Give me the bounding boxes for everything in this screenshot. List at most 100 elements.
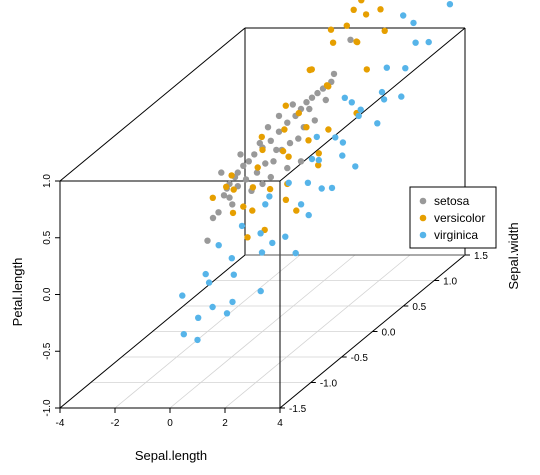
data-point-setosa xyxy=(215,209,222,216)
data-point-virginica xyxy=(339,152,346,159)
data-point-setosa xyxy=(330,70,338,78)
data-point-setosa xyxy=(242,176,250,183)
data-point-versicolor xyxy=(308,66,315,73)
data-point-virginica xyxy=(230,271,237,278)
data-point-versicolor xyxy=(209,194,216,201)
data-point-versicolor xyxy=(285,153,292,160)
data-point-versicolor xyxy=(325,126,332,133)
data-point-versicolor xyxy=(229,209,237,217)
data-point-versicolor xyxy=(343,22,350,29)
data-point-setosa xyxy=(286,139,294,147)
data-point-setosa xyxy=(297,158,305,165)
data-point-virginica xyxy=(308,155,316,163)
z-tick-label: -1.0 xyxy=(42,399,53,417)
data-point-virginica xyxy=(355,112,362,120)
data-point-versicolor xyxy=(249,207,256,214)
data-point-virginica xyxy=(304,179,312,186)
z-tick-label: 0.5 xyxy=(42,230,53,244)
axis-ticks: -4 -2 0 2 4 -1.0 -0.5 0.0 0.5 1.0 -1.5 -1.0 -0.5 0.0 0… xyxy=(42,174,488,429)
data-point-virginica xyxy=(380,96,388,103)
data-point-virginica xyxy=(425,38,432,46)
data-point-virginica xyxy=(315,156,322,164)
data-point-virginica xyxy=(179,292,186,299)
z-axis-label: Petal.length xyxy=(10,258,25,327)
data-point-virginica xyxy=(297,201,305,208)
data-point-virginica xyxy=(352,163,359,170)
data-point-setosa xyxy=(303,99,310,106)
data-point-virginica xyxy=(328,184,336,192)
data-point-setosa xyxy=(262,160,269,167)
data-point-setosa xyxy=(267,137,274,144)
data-point-versicolor xyxy=(258,133,265,141)
z-tick-label: 0.0 xyxy=(42,287,53,301)
data-point-versicolor xyxy=(249,184,257,191)
data-point-setosa xyxy=(245,158,252,165)
data-point-setosa xyxy=(314,89,321,97)
box-edge xyxy=(279,27,466,182)
data-point-virginica xyxy=(194,336,201,344)
z-tick-label: 1.0 xyxy=(42,174,53,188)
data-point-versicolor xyxy=(377,6,384,13)
data-point-versicolor xyxy=(381,27,388,34)
data-point-setosa xyxy=(322,96,329,104)
data-point-virginica xyxy=(410,19,417,27)
data-point-virginica xyxy=(238,222,246,230)
data-point-versicolor xyxy=(281,126,288,133)
data-point-versicolor xyxy=(223,183,230,190)
data-point-virginica xyxy=(378,88,386,96)
data-point-virginica xyxy=(266,193,273,200)
data-point-virginica xyxy=(223,310,231,317)
data-point-setosa xyxy=(259,180,266,188)
data-point-setosa xyxy=(270,158,277,165)
data-point-virginica xyxy=(228,255,235,262)
data-point-versicolor xyxy=(353,38,360,45)
data-point-setosa xyxy=(204,237,211,244)
data-point-setosa xyxy=(237,151,244,158)
data-point-versicolor xyxy=(282,196,290,203)
data-point-virginica xyxy=(383,64,390,71)
y-tick-label: 0.5 xyxy=(412,302,426,313)
data-point-virginica xyxy=(258,249,266,256)
data-point-virginica xyxy=(209,303,216,311)
y-axis-label: Sepal.width xyxy=(506,222,521,289)
data-point-virginica xyxy=(229,298,236,306)
data-point-versicolor xyxy=(315,150,322,157)
data-point-setosa xyxy=(253,169,261,176)
data-point-virginica xyxy=(374,120,381,127)
data-point-setosa xyxy=(209,214,217,222)
data-point-versicolor xyxy=(230,186,237,193)
data-point-versicolor xyxy=(240,203,247,210)
data-point-virginica xyxy=(292,249,299,257)
data-point-virginica xyxy=(195,314,202,321)
data-point-versicolor xyxy=(282,102,289,109)
z-tick-label: -0.5 xyxy=(42,342,53,360)
y-tick-label: -1.5 xyxy=(289,404,307,415)
data-point-virginica xyxy=(215,242,222,249)
box-edge xyxy=(59,27,246,182)
data-point-versicolor xyxy=(303,124,310,131)
x-tick-label: 0 xyxy=(167,418,173,429)
y-tick-label: -0.5 xyxy=(351,353,369,364)
data-point-setosa xyxy=(256,139,263,147)
data-point-setosa xyxy=(251,151,258,158)
data-point-setosa xyxy=(347,36,354,43)
legend-marker-virginica xyxy=(419,231,427,239)
data-point-setosa xyxy=(220,192,228,199)
data-point-virginica xyxy=(285,179,292,186)
data-point-setosa xyxy=(229,201,236,208)
x-tick-label: -4 xyxy=(56,418,65,429)
data-points xyxy=(179,0,454,344)
data-point-versicolor xyxy=(305,137,312,144)
x-tick-label: 4 xyxy=(277,418,283,429)
y-tick-label: 0.0 xyxy=(382,328,396,339)
data-point-versicolor xyxy=(259,146,266,154)
legend-label-virginica: virginica xyxy=(434,228,478,242)
data-point-versicolor xyxy=(363,66,370,73)
data-point-versicolor xyxy=(254,164,261,171)
plot-box xyxy=(59,27,466,409)
data-point-virginica xyxy=(402,65,409,72)
y-tick-label: 1.5 xyxy=(474,251,488,262)
data-point-versicolor xyxy=(295,109,302,117)
data-point-versicolor xyxy=(228,172,235,179)
